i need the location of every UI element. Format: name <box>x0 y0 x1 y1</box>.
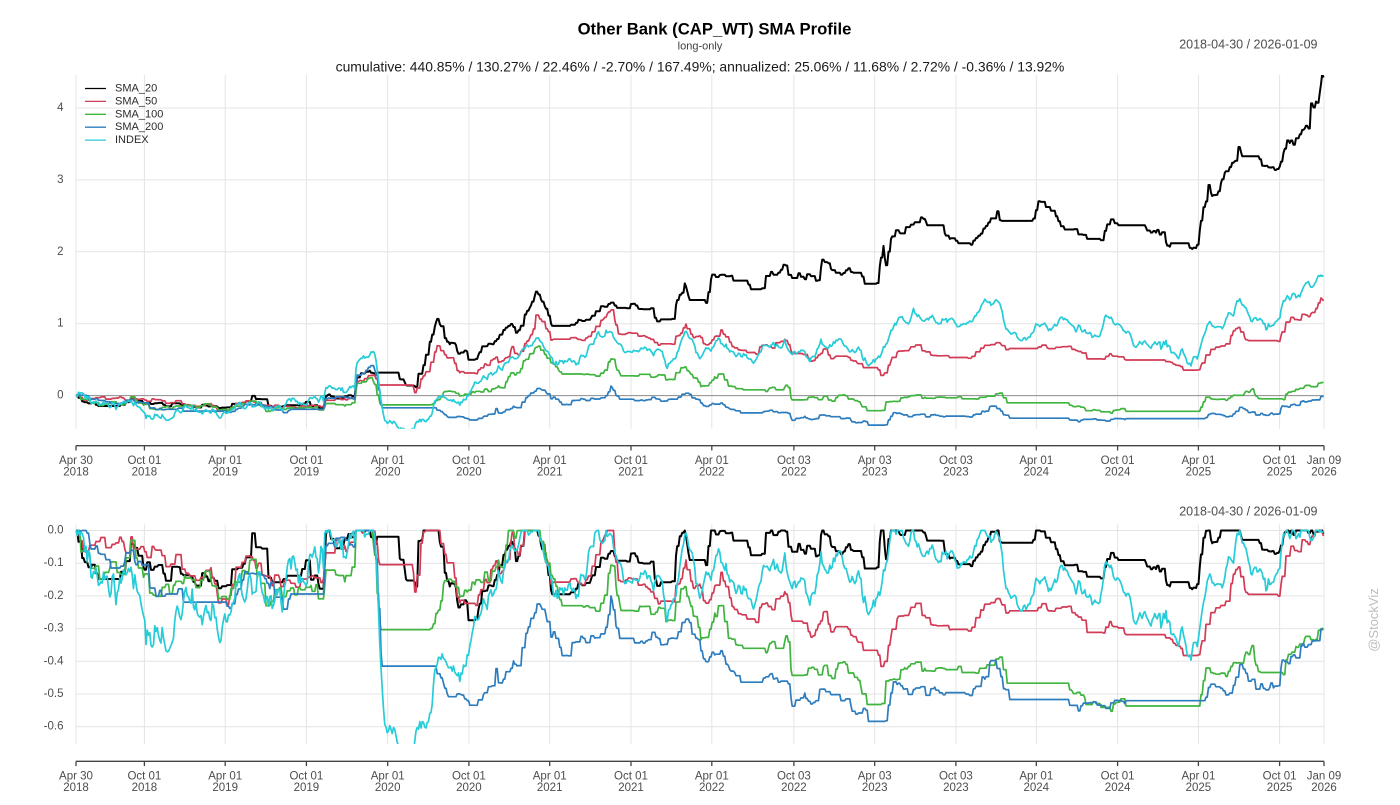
svg-text:2021: 2021 <box>618 467 644 479</box>
svg-text:Oct 01: Oct 01 <box>1263 455 1297 467</box>
svg-text:0.0: 0.0 <box>48 525 64 537</box>
svg-text:2018: 2018 <box>132 782 158 794</box>
svg-text:Oct 01: Oct 01 <box>614 771 648 783</box>
svg-text:2019: 2019 <box>212 782 238 794</box>
svg-text:long-only: long-only <box>678 41 723 53</box>
svg-text:SMA_100: SMA_100 <box>115 108 163 120</box>
svg-text:Oct 03: Oct 03 <box>777 771 811 783</box>
svg-text:2026: 2026 <box>1311 782 1337 794</box>
svg-text:SMA_20: SMA_20 <box>115 83 157 95</box>
svg-text:2: 2 <box>57 246 63 258</box>
svg-text:@StockViz: @StockViz <box>1366 588 1381 652</box>
svg-text:2024: 2024 <box>1105 782 1131 794</box>
svg-text:2024: 2024 <box>1024 782 1050 794</box>
svg-text:4: 4 <box>57 102 64 114</box>
svg-text:Oct 01: Oct 01 <box>452 455 486 467</box>
svg-text:Apr 03: Apr 03 <box>858 455 892 467</box>
svg-text:2023: 2023 <box>862 467 888 479</box>
svg-text:Apr 01: Apr 01 <box>695 771 729 783</box>
svg-text:2021: 2021 <box>537 467 563 479</box>
svg-text:Apr 01: Apr 01 <box>1181 771 1215 783</box>
svg-text:0: 0 <box>57 390 63 402</box>
svg-text:Apr 01: Apr 01 <box>1181 455 1215 467</box>
svg-text:-0.4: -0.4 <box>44 655 64 667</box>
svg-text:2020: 2020 <box>456 782 482 794</box>
svg-text:2019: 2019 <box>294 467 320 479</box>
svg-text:2021: 2021 <box>537 782 563 794</box>
svg-text:2022: 2022 <box>781 782 807 794</box>
svg-text:Apr 01: Apr 01 <box>208 455 242 467</box>
svg-text:Oct 01: Oct 01 <box>289 771 323 783</box>
svg-text:Apr 30: Apr 30 <box>59 455 93 467</box>
svg-text:-0.1: -0.1 <box>44 557 64 569</box>
svg-text:Oct 01: Oct 01 <box>614 455 648 467</box>
svg-text:Oct 01: Oct 01 <box>452 771 486 783</box>
svg-text:2020: 2020 <box>456 467 482 479</box>
svg-text:Apr 03: Apr 03 <box>858 771 892 783</box>
svg-text:Apr 30: Apr 30 <box>59 771 93 783</box>
svg-text:2018: 2018 <box>63 782 89 794</box>
svg-text:-0.2: -0.2 <box>44 590 64 602</box>
svg-text:2021: 2021 <box>618 782 644 794</box>
svg-text:2022: 2022 <box>699 467 725 479</box>
svg-text:2019: 2019 <box>294 782 320 794</box>
svg-text:2025: 2025 <box>1267 782 1293 794</box>
svg-text:SMA_200: SMA_200 <box>115 121 163 133</box>
svg-text:Apr 01: Apr 01 <box>371 771 405 783</box>
svg-text:Apr 01: Apr 01 <box>695 455 729 467</box>
svg-text:2020: 2020 <box>375 467 401 479</box>
svg-text:2023: 2023 <box>862 782 888 794</box>
svg-text:2020: 2020 <box>375 782 401 794</box>
svg-text:2019: 2019 <box>212 467 238 479</box>
svg-text:2023: 2023 <box>943 467 969 479</box>
svg-text:2018: 2018 <box>132 467 158 479</box>
svg-text:-0.5: -0.5 <box>44 688 64 700</box>
svg-text:SMA_50: SMA_50 <box>115 95 157 107</box>
svg-text:Oct 03: Oct 03 <box>939 455 973 467</box>
svg-text:Oct 01: Oct 01 <box>127 771 161 783</box>
svg-text:Oct 01: Oct 01 <box>127 455 161 467</box>
svg-text:cumulative: 440.85% / 130.27%: cumulative: 440.85% / 130.27% / 22.46% /… <box>336 59 1065 75</box>
svg-text:2025: 2025 <box>1267 467 1293 479</box>
svg-text:Oct 01: Oct 01 <box>289 455 323 467</box>
svg-text:-0.3: -0.3 <box>44 623 64 635</box>
svg-text:Other Bank (CAP_WT) SMA Profil: Other Bank (CAP_WT) SMA Profile <box>578 19 852 38</box>
svg-text:-0.6: -0.6 <box>44 721 64 733</box>
svg-text:Apr 01: Apr 01 <box>533 455 567 467</box>
svg-text:Jan 09: Jan 09 <box>1307 455 1342 467</box>
svg-text:Oct 01: Oct 01 <box>1101 455 1135 467</box>
svg-text:Apr 01: Apr 01 <box>533 771 567 783</box>
svg-text:2025: 2025 <box>1186 467 1212 479</box>
svg-text:Oct 03: Oct 03 <box>939 771 973 783</box>
svg-text:Apr 01: Apr 01 <box>1019 771 1053 783</box>
svg-text:Oct 03: Oct 03 <box>777 455 811 467</box>
svg-text:2025: 2025 <box>1186 782 1212 794</box>
svg-text:Oct 01: Oct 01 <box>1101 771 1135 783</box>
svg-text:2022: 2022 <box>781 467 807 479</box>
svg-text:2026: 2026 <box>1311 467 1337 479</box>
svg-text:1: 1 <box>57 318 63 330</box>
svg-text:Oct 01: Oct 01 <box>1263 771 1297 783</box>
svg-text:Apr 01: Apr 01 <box>208 771 242 783</box>
svg-text:INDEX: INDEX <box>115 134 149 146</box>
svg-text:Jan 09: Jan 09 <box>1307 771 1342 783</box>
svg-text:2018: 2018 <box>63 467 89 479</box>
svg-text:2024: 2024 <box>1105 467 1131 479</box>
svg-text:2018-04-30 / 2026-01-09: 2018-04-30 / 2026-01-09 <box>1179 504 1317 518</box>
svg-text:2023: 2023 <box>943 782 969 794</box>
svg-text:2022: 2022 <box>699 782 725 794</box>
svg-text:2024: 2024 <box>1024 467 1050 479</box>
svg-text:2018-04-30 / 2026-01-09: 2018-04-30 / 2026-01-09 <box>1179 38 1317 52</box>
svg-text:Apr 01: Apr 01 <box>1019 455 1053 467</box>
svg-text:3: 3 <box>57 174 63 186</box>
svg-text:Apr 01: Apr 01 <box>371 455 405 467</box>
